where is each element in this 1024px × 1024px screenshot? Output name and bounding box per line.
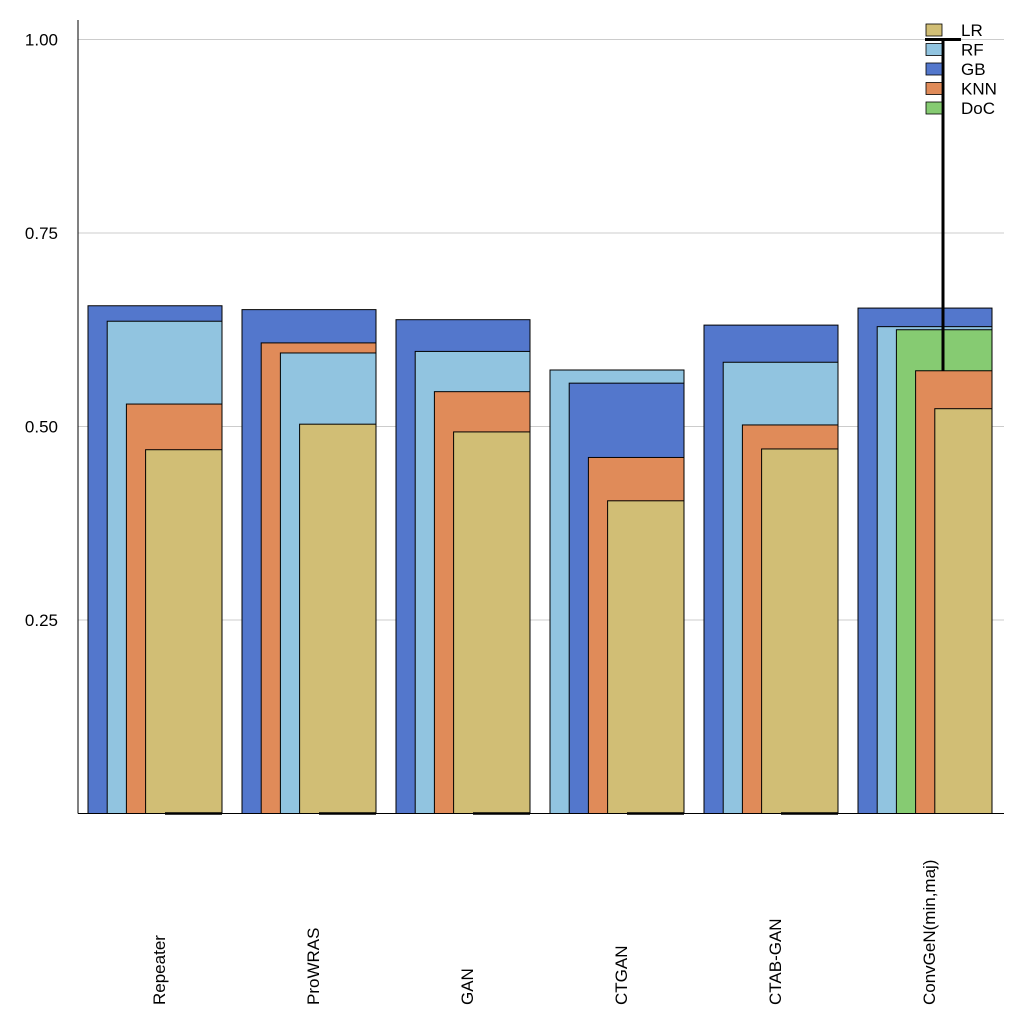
bar-lr (145, 449, 223, 814)
legend-swatch-lr (925, 23, 943, 37)
x-tick-label: ConvGeN(min,maj) (920, 860, 939, 1005)
legend-swatch-knn (925, 82, 943, 95)
legend-label: DoC (961, 99, 995, 118)
legend-swatch-doc (925, 101, 943, 115)
legend-label: LR (961, 21, 983, 40)
y-tick-label: 0.75 (25, 224, 58, 243)
x-tick-label: CTGAN (612, 946, 631, 1006)
bar-lr (299, 423, 377, 814)
y-tick-label: 0.25 (25, 611, 58, 630)
legend-swatch-rf (925, 43, 943, 56)
x-tick-label: Repeater (150, 935, 169, 1005)
x-tick-label: GAN (458, 968, 477, 1005)
x-tick-label: CTAB-GAN (766, 918, 785, 1005)
legend-swatch-gb (925, 62, 943, 76)
legend-label: GB (961, 60, 986, 79)
bar-lr (934, 408, 993, 814)
legend-label: RF (961, 41, 984, 60)
y-tick-label: 0.50 (25, 418, 58, 437)
legend-label: KNN (961, 80, 997, 99)
x-tick-label: ProWRAS (304, 928, 323, 1005)
bar-lr (607, 500, 685, 814)
y-tick-label: 1.00 (25, 31, 58, 50)
bar-lr (761, 448, 839, 814)
bar-lr (453, 431, 531, 814)
